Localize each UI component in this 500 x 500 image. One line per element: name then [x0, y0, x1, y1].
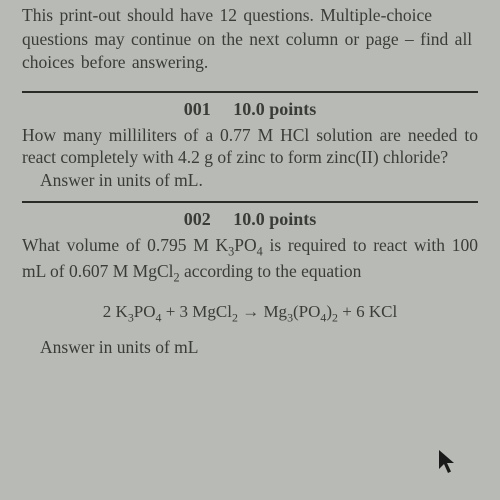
question-number: 001	[184, 99, 211, 119]
intro-paragraph: This print-out should have 12 questions.…	[22, 4, 478, 75]
question-header-002: 002 10.0 points	[22, 209, 478, 230]
question-points: 10.0 points	[233, 99, 316, 119]
document-page: This print-out should have 12 questions.…	[0, 0, 500, 368]
answer-line-002: Answer in units of mL	[40, 336, 478, 358]
question-points: 10.0 points	[233, 209, 316, 229]
question-body-002: What volume of 0.795 M K3PO4 is required…	[22, 234, 478, 286]
equation-002: 2 K3PO4 + 3 MgCl2 → Mg3(PO4)2 + 6 KCl	[22, 302, 478, 325]
question-number: 002	[184, 209, 211, 229]
divider-rule	[22, 201, 478, 203]
divider-rule	[22, 91, 478, 93]
question-body-001: How many milliliters of a 0.77 M HCl sol…	[22, 124, 478, 169]
question-header-001: 001 10.0 points	[22, 99, 478, 120]
answer-line-001: Answer in units of mL.	[40, 169, 478, 191]
cursor-icon	[438, 449, 458, 475]
